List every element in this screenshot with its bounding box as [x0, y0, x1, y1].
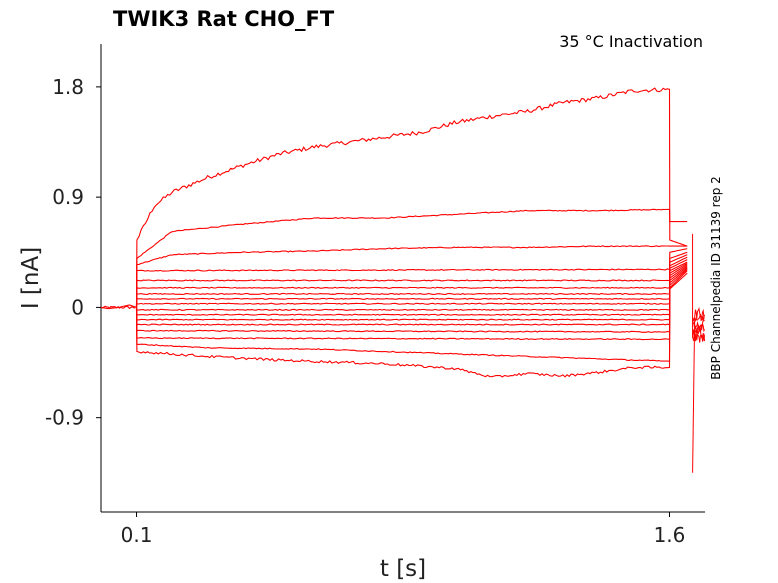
y-tick-label: 1.8: [52, 75, 84, 99]
y-tick-label: 0: [71, 295, 84, 319]
traces: [100, 87, 706, 473]
tail-trace: [692, 333, 706, 343]
current-trace: [135, 262, 688, 311]
y-axis-label: I [nA]: [18, 247, 44, 309]
current-trace: [135, 261, 688, 308]
current-trace: [135, 248, 688, 308]
x-tick-label: 0.1: [121, 523, 153, 547]
current-trace: [100, 87, 688, 310]
tail-trace: [692, 323, 706, 335]
x-axis-label: t [s]: [380, 556, 426, 582]
current-trace: [135, 245, 688, 308]
chart-subtitle: 35 °C Inactivation: [559, 32, 703, 51]
x-tick-label: 1.6: [654, 523, 686, 547]
current-trace: [135, 265, 688, 321]
y-tick-label: -0.9: [45, 406, 84, 430]
current-trace: [135, 266, 688, 326]
tail-trace: [692, 313, 706, 323]
current-trace: [135, 264, 688, 316]
chart-title: TWIK3 Rat CHO_FT: [113, 7, 335, 31]
current-trace: [135, 256, 688, 308]
holding-trace: [100, 305, 136, 310]
current-trace: [135, 267, 688, 333]
x-ticks: 0.1 1.6: [121, 512, 686, 547]
plot-area: 1.8 0.9 0 -0.9 0.1 1.6: [45, 44, 706, 547]
channelpedia-id-label: BBP Channelpedia ID 31139 rep 2: [709, 176, 723, 380]
current-trace: [135, 270, 688, 362]
current-trace: [135, 272, 688, 378]
current-trace: [135, 251, 688, 308]
y-tick-label: 0.9: [52, 185, 84, 209]
current-trace: [135, 254, 688, 308]
current-trace: [135, 269, 688, 341]
current-trace: [135, 259, 688, 308]
current-trace: [135, 208, 688, 308]
y-ticks: 1.8 0.9 0 -0.9: [45, 75, 101, 430]
